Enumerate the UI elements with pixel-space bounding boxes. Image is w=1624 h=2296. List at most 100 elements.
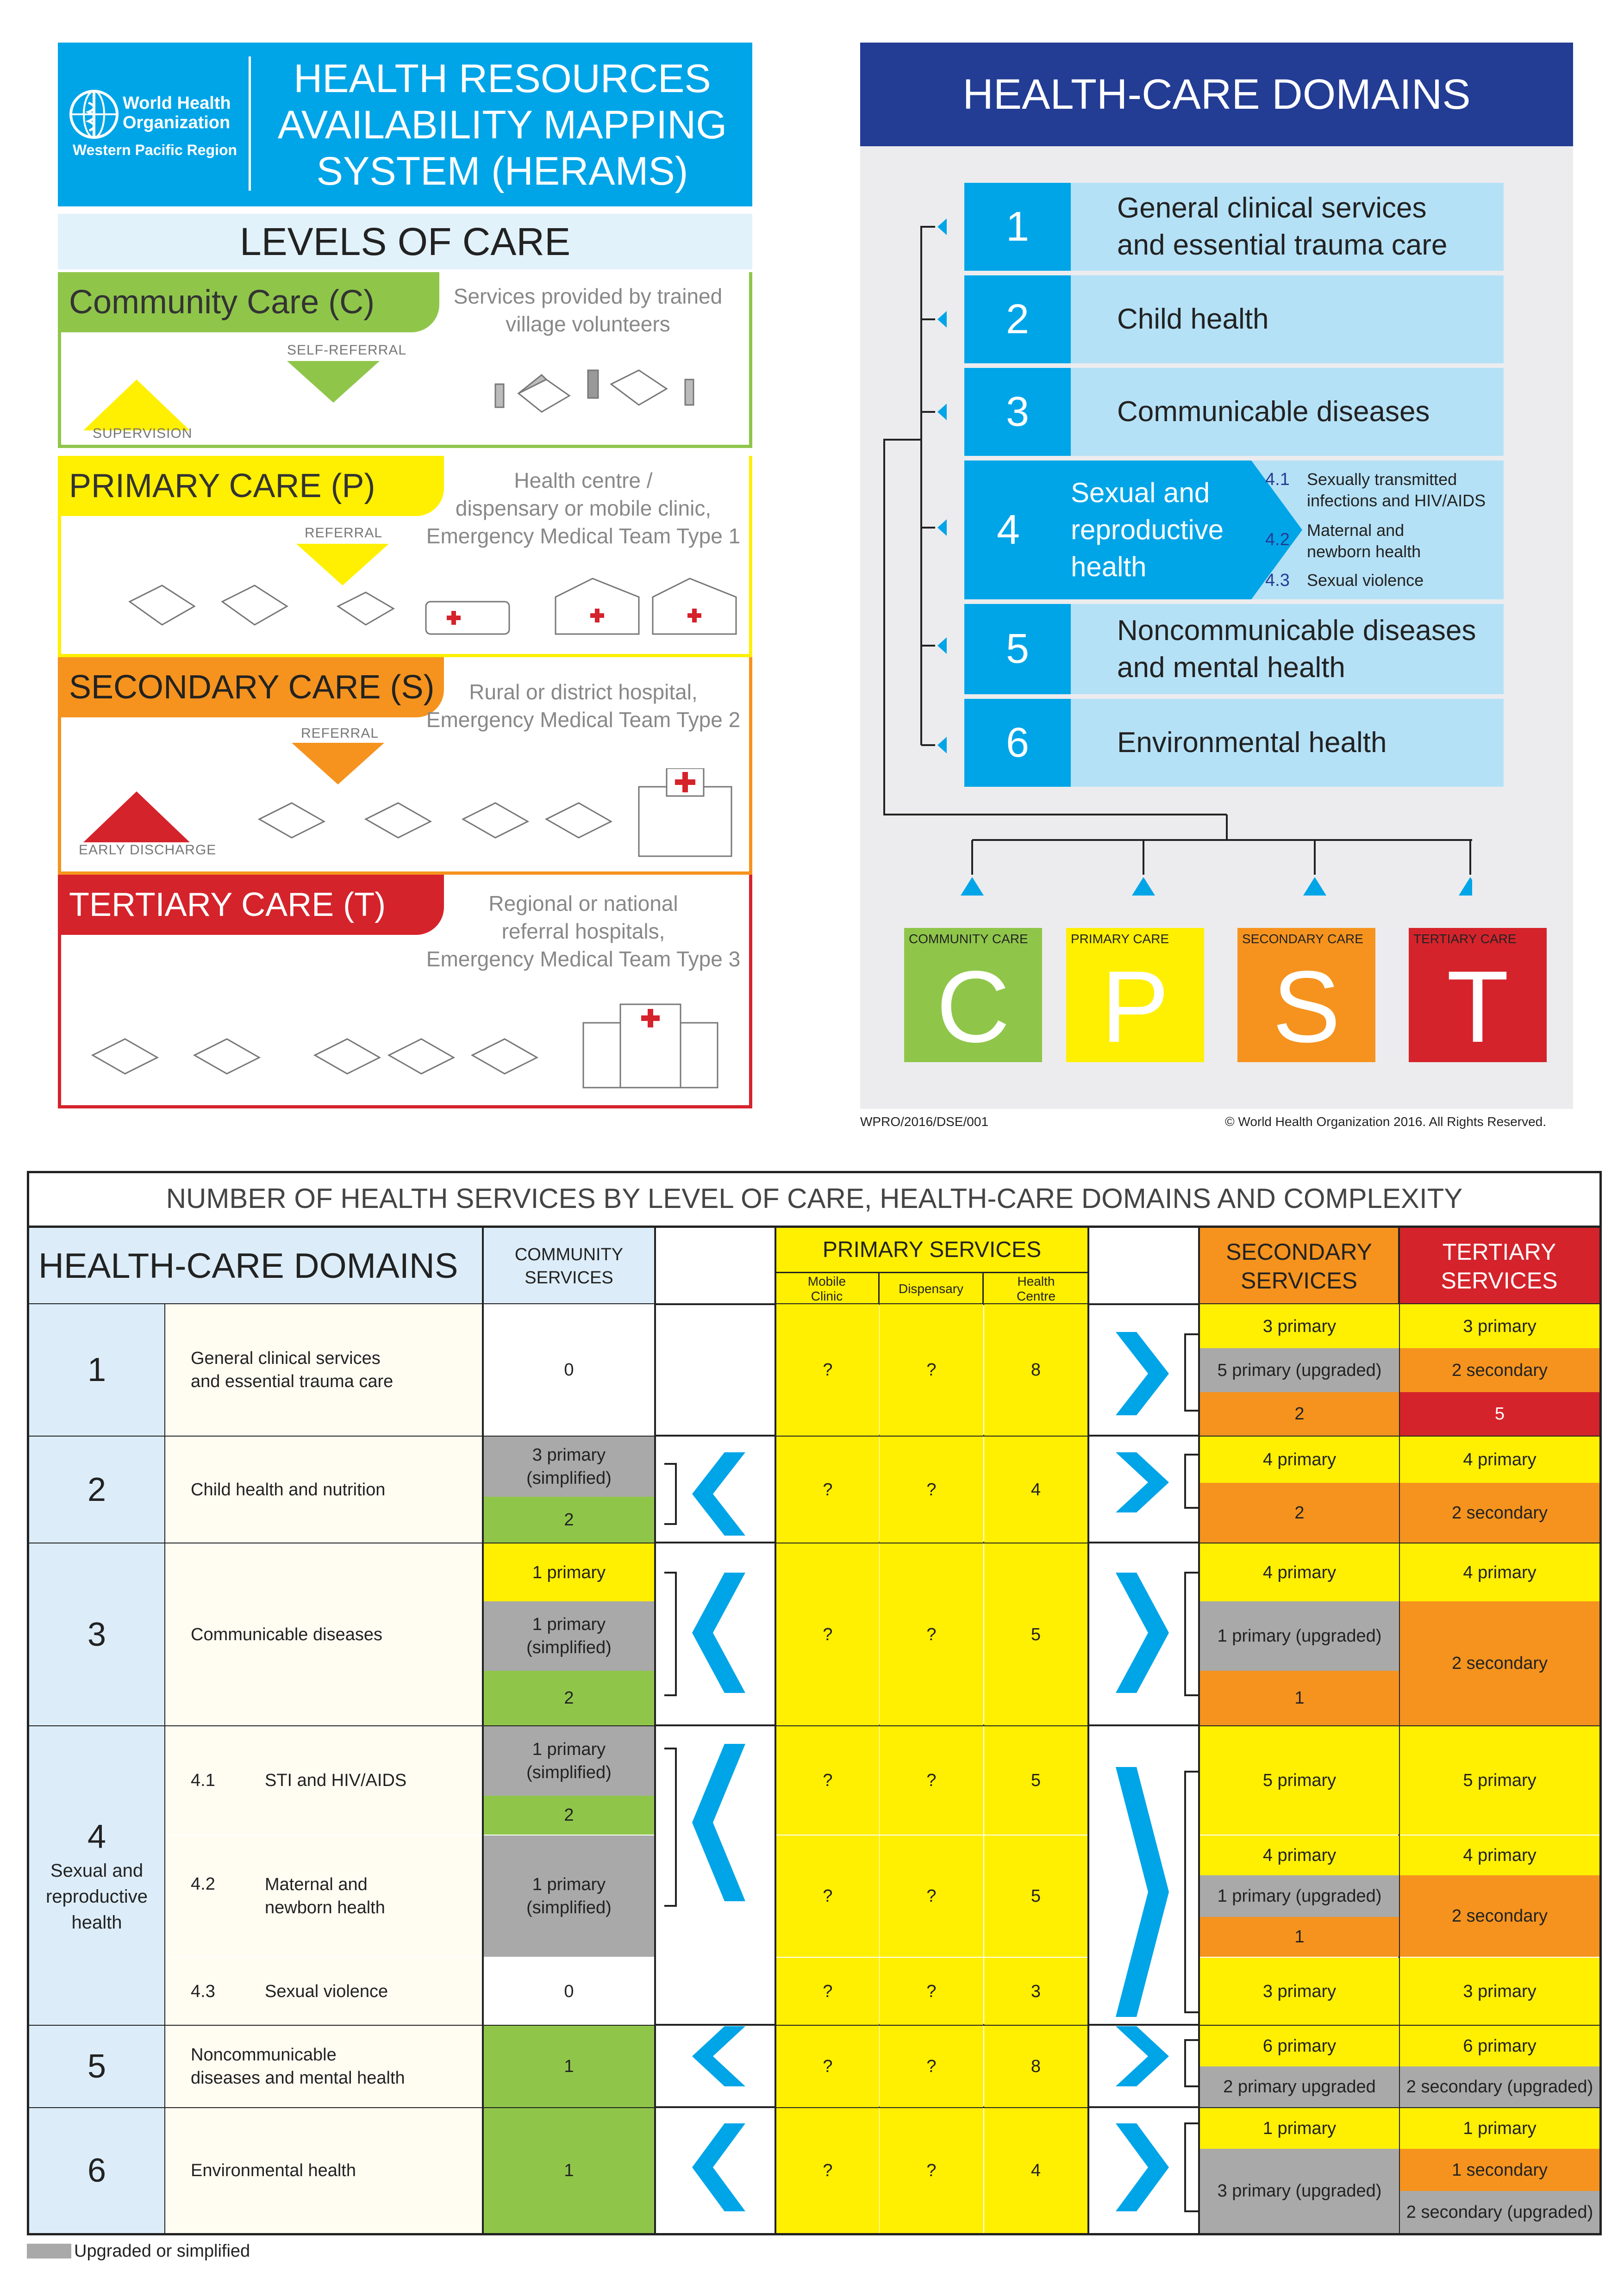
- domain-row-4: 4 Sexual and reproductive health 4.1 Sex…: [964, 460, 1504, 599]
- header-health-centre: Health Centre: [984, 1272, 1088, 1304]
- domain-3-secondary: 1: [1200, 1671, 1399, 1725]
- primary-care-label: PRIMARY CARE (P): [58, 456, 444, 516]
- domain-label: Communicable diseases: [1117, 396, 1430, 428]
- domain-2-health-centre: 4: [984, 1437, 1087, 1543]
- domain-2-dispensary: ?: [880, 1437, 983, 1543]
- domain-2-label: Child health and nutrition: [165, 1437, 482, 1543]
- domain-5-community: 1: [484, 2026, 654, 2107]
- domain-2-community: 3 primary (simplified): [484, 1437, 654, 1497]
- village-houses-icon: [494, 369, 694, 413]
- who-emblem-icon: [69, 90, 119, 139]
- header-primary-services: PRIMARY SERVICES: [775, 1228, 1088, 1272]
- level-letter: C: [936, 949, 1010, 1064]
- domain-1-health-centre: 8: [984, 1304, 1087, 1436]
- domain-4-label-block: 4 Sexual and reproductive health: [29, 1726, 164, 2025]
- domain-2-secondary: 2: [1200, 1483, 1399, 1543]
- domain-2-number: 2: [29, 1437, 164, 1543]
- subdomain-4-2-health-centre: 5: [984, 1836, 1087, 1957]
- domain-1-dispensary: ?: [880, 1304, 983, 1436]
- domain-1-tertiary: 5: [1400, 1392, 1599, 1436]
- subdomain-4-1-community: 1 primary (simplified): [484, 1726, 654, 1796]
- subdomain-4-2-dispensary: ?: [880, 1836, 983, 1957]
- header-secondary-services: SECONDARY SERVICES: [1199, 1228, 1399, 1304]
- primary-facilities-icon: [128, 578, 737, 635]
- domain-6-secondary: 1 primary: [1200, 2108, 1399, 2149]
- domain-label: Child health: [1117, 303, 1269, 335]
- subdomain-4-1-tertiary: 5 primary: [1400, 1726, 1599, 1835]
- subdomain-4-1-row: 4.1 STI and HIV/AIDS: [165, 1726, 482, 1835]
- legend-label: Upgraded or simplified: [74, 2241, 250, 2261]
- level-letter: T: [1446, 949, 1509, 1064]
- level-caption: COMMUNITY CARE: [909, 932, 1028, 946]
- subdomain-label: Sexual violence: [1307, 571, 1424, 590]
- subdomain-label: Sexually transmitted infections and HIV/…: [1307, 470, 1486, 510]
- domain-5-tertiary: 6 primary: [1400, 2026, 1599, 2066]
- domain-1-secondary: 2: [1200, 1392, 1399, 1436]
- domain-2-tertiary: 2 secondary: [1400, 1483, 1599, 1543]
- domain-row-3: 3 Communicable diseases: [964, 368, 1504, 456]
- domain-5-label: Noncommunicable diseases and mental heal…: [165, 2026, 482, 2107]
- services-table: [27, 1171, 1602, 2235]
- domain-number: 4: [964, 460, 1251, 599]
- domain-row-5: 5 Noncommunicable diseases and mental he…: [964, 604, 1504, 694]
- domain-6-community: 1: [484, 2108, 654, 2233]
- herams-title: HEALTH RESOURCES AVAILABILITY MAPPING SY…: [277, 56, 727, 193]
- domain-6-mobile: ?: [776, 2108, 879, 2233]
- domain-6-number: 6: [29, 2108, 164, 2233]
- district-hospital-icon: [257, 768, 732, 857]
- subdomain-4-3-label: Sexual violence: [265, 1981, 388, 2001]
- subdomain-4-2-secondary: 4 primary: [1200, 1836, 1399, 1875]
- domain-number: 6: [964, 699, 1071, 787]
- who-header-banner: World Health Organization Western Pacifi…: [58, 43, 752, 206]
- level-letter: P: [1101, 949, 1169, 1064]
- header-community-services: COMMUNITY SERVICES: [483, 1228, 655, 1304]
- domain-1-tertiary: 3 primary: [1400, 1304, 1599, 1348]
- domain-3-health-centre: 5: [984, 1543, 1087, 1725]
- subdomain-4-2-row: 4.2 Maternal and newborn health: [165, 1836, 482, 1957]
- domain-5-secondary: 2 primary upgraded: [1200, 2066, 1399, 2107]
- header-health-care-domains: HEALTH-CARE DOMAINS: [29, 1228, 483, 1304]
- chevron-left-icon: [692, 1452, 745, 2211]
- header-tertiary-services: TERTIARY SERVICES: [1399, 1228, 1599, 1304]
- domain-1-label: General clinical services and essential …: [165, 1304, 482, 1436]
- subdomain-label: Maternal and newborn health: [1307, 521, 1421, 561]
- domain-5-secondary: 6 primary: [1200, 2026, 1399, 2066]
- domain-6-health-centre: 4: [984, 2108, 1087, 2233]
- subdomain-4-2-number: 4.2: [191, 1874, 215, 1894]
- subdomain-4-3-health-centre: 3: [984, 1958, 1087, 2025]
- community-care-label: Community Care (C): [58, 272, 439, 332]
- primary-referral-arrow-icon: [296, 544, 389, 585]
- supervision-arrow-icon: [83, 380, 190, 430]
- secondary-referral-label: REFERRAL: [301, 726, 379, 741]
- level-caption: TERTIARY CARE: [1413, 932, 1517, 946]
- copyright-notice: © World Health Organization 2016. All Ri…: [1224, 1114, 1546, 1129]
- table-arrows: [664, 1332, 1199, 2212]
- domain-1-community: 0: [484, 1304, 654, 1436]
- early-discharge-arrow-icon: [83, 791, 190, 842]
- domain-3-secondary: 1 primary (upgraded): [1200, 1601, 1399, 1671]
- domains-heading: HEALTH-CARE DOMAINS: [860, 43, 1573, 146]
- domain-6-tertiary: 2 secondary (upgraded): [1400, 2191, 1599, 2233]
- header-mobile-clinic: Mobile Clinic: [775, 1272, 880, 1304]
- domain-5-dispensary: ?: [880, 2026, 983, 2107]
- self-referral-label: SELF-REFERRAL: [287, 342, 407, 358]
- subdomain-4-1-number: 4.1: [191, 1771, 215, 1790]
- domain-4-arrow-icon: [1251, 460, 1302, 599]
- document-code: WPRO/2016/DSE/001: [860, 1114, 989, 1129]
- domain-5-mobile: ?: [776, 2026, 879, 2107]
- domain-label: Noncommunicable diseases and mental heal…: [1117, 614, 1476, 684]
- domain-6-dispensary: ?: [880, 2108, 983, 2233]
- subdomain-4-3-tertiary: 3 primary: [1400, 1958, 1599, 2025]
- subdomain-4-2-secondary: 1 primary (upgraded): [1200, 1875, 1399, 1917]
- domain-5-health-centre: 8: [984, 2026, 1087, 2107]
- tertiary-care-label: TERTIARY CARE (T): [58, 875, 444, 935]
- domain-2-tertiary: 4 primary: [1400, 1437, 1599, 1483]
- domain-5-number: 5: [29, 2026, 164, 2107]
- domain-1-secondary: 5 primary (upgraded): [1200, 1348, 1399, 1392]
- domain-row-2: 2 Child health: [964, 275, 1504, 363]
- secondary-care-description: Rural or district hospital, Emergency Me…: [426, 680, 741, 732]
- subdomain-4-3-number: 4.3: [191, 1981, 215, 2001]
- domain-number: 1: [964, 183, 1071, 271]
- domain-label: Sexual and reproductive health: [1071, 477, 1224, 582]
- community-care-description: Services provided by trained village vol…: [453, 284, 723, 336]
